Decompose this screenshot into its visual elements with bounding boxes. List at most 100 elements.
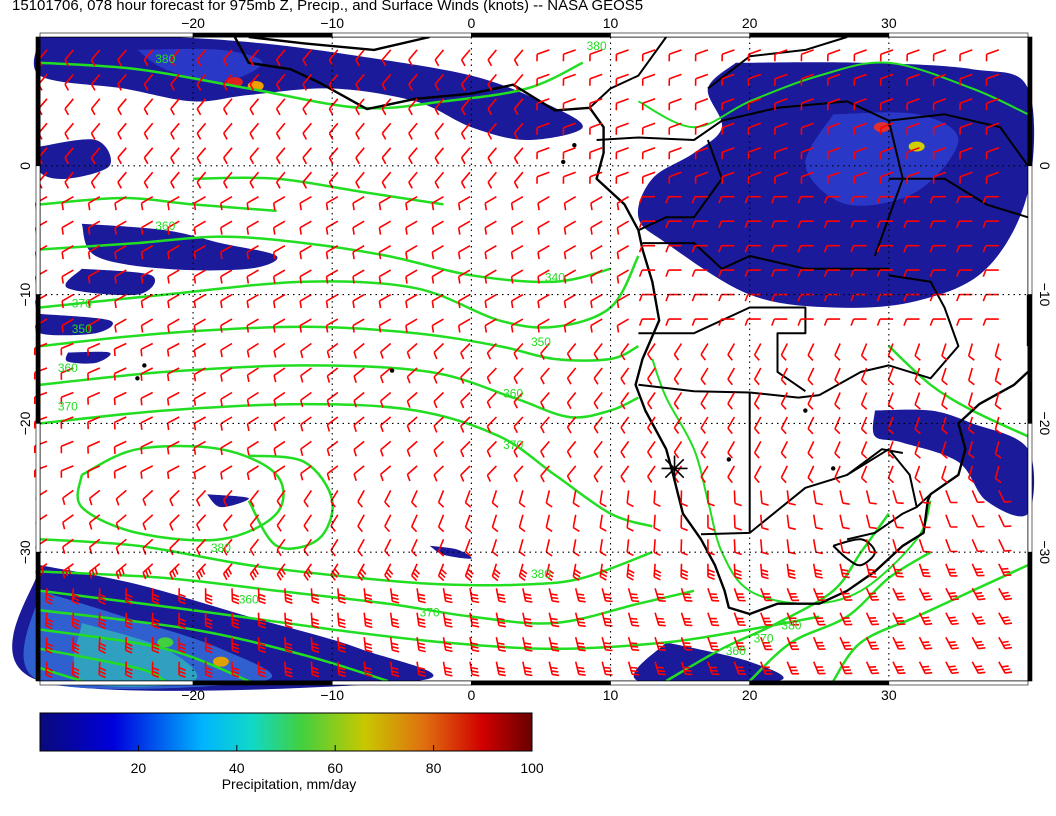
contour-line: [247, 454, 334, 550]
wind-barb: [599, 539, 607, 557]
wind-barb: [114, 269, 127, 284]
wind-barb: [487, 98, 498, 116]
wind-barb: [140, 245, 154, 260]
wind-barb: [337, 661, 346, 678]
wind-barb: [487, 49, 498, 67]
wind-barb: [195, 514, 207, 532]
wind-barb: [827, 73, 841, 86]
wind-barb: [727, 416, 736, 435]
wind-barb: [460, 416, 471, 433]
wind-barb: [823, 318, 841, 326]
wind-barb: [601, 636, 613, 652]
precip-maximum: [908, 141, 925, 152]
wind-barb: [733, 588, 746, 602]
wind-barb: [363, 637, 373, 653]
wind-barb: [647, 465, 656, 483]
wind-barb: [513, 171, 524, 189]
wind-barb: [707, 612, 720, 627]
wind-barb: [513, 367, 524, 385]
wind-barb: [433, 391, 445, 409]
wind-barb: [540, 391, 550, 409]
wind-barb: [222, 489, 233, 507]
wind-barb: [276, 563, 286, 581]
island: [142, 363, 147, 368]
wind-barb: [665, 220, 682, 228]
wind-barb: [744, 244, 761, 253]
frame-segment: [331, 680, 472, 686]
wind-barb: [668, 49, 682, 62]
wind-barb: [410, 563, 421, 582]
wind-barb: [363, 661, 373, 678]
frame-segment: [471, 32, 611, 38]
lat-tick-label-right: −10: [1037, 283, 1053, 307]
wind-barb: [143, 49, 154, 67]
wind-barb: [812, 587, 826, 602]
wind-barb: [518, 539, 526, 557]
wind-barb: [998, 563, 1012, 577]
wind-barb: [865, 490, 877, 505]
wind-barb: [694, 122, 709, 135]
wind-barb: [300, 391, 312, 408]
wind-barb: [518, 490, 526, 508]
wind-barb: [654, 661, 666, 676]
wind-barb: [548, 612, 560, 628]
wind-barb: [87, 440, 101, 454]
wind-barb: [839, 661, 853, 675]
wind-barb: [733, 514, 742, 531]
wind-barb: [117, 49, 127, 67]
wind-barb: [616, 318, 630, 333]
map-title: 15101706, 078 hour forecast for 975mb Z,…: [12, 0, 644, 14]
wind-barb: [906, 122, 920, 135]
wind-barb: [959, 73, 973, 86]
wind-barb: [406, 440, 418, 457]
contour-label: 360: [503, 387, 523, 401]
wind-barb: [167, 196, 180, 211]
wind-barb: [590, 293, 603, 309]
wind-barb: [590, 220, 603, 235]
wind-barb: [87, 293, 101, 309]
wind-barb: [627, 636, 640, 652]
colorbar-label: Precipitation, mm/day: [222, 776, 357, 792]
lon-tick-label-top: −20: [181, 15, 205, 31]
wind-barb: [113, 391, 127, 406]
wind-barb: [694, 147, 709, 160]
wind-barb: [721, 98, 735, 111]
wind-barb: [812, 514, 823, 530]
wind-barb: [653, 563, 662, 581]
wind-barb: [117, 98, 127, 116]
wind-barb: [615, 73, 629, 86]
wind-barb: [464, 514, 472, 533]
wind-barb: [457, 196, 471, 211]
wind-barb: [800, 49, 814, 62]
wind-barb: [665, 195, 682, 204]
wind-barb: [850, 195, 867, 204]
wind-barb: [484, 245, 497, 260]
wind-barb: [223, 171, 233, 189]
wind-barb: [589, 49, 603, 62]
wind-barb: [545, 490, 553, 508]
wind-barb: [647, 392, 656, 410]
wind-barb: [522, 588, 533, 603]
contour-line: [637, 61, 1029, 129]
wind-barb: [276, 538, 286, 557]
wind-barb: [88, 538, 101, 555]
wind-barb: [593, 416, 603, 434]
wind-barb: [142, 514, 154, 531]
wind-barb: [513, 391, 524, 409]
wind-barb: [626, 490, 634, 508]
wind-barb: [406, 342, 418, 359]
wind-barb: [932, 147, 947, 160]
lon-tick-label-bottom: 20: [742, 687, 758, 700]
contour-line: [39, 666, 83, 683]
wind-barb: [959, 49, 973, 62]
wind-barb: [167, 293, 180, 309]
wind-barb: [98, 637, 107, 654]
wind-barb: [469, 637, 480, 653]
wind-barb: [718, 269, 735, 277]
wind-barb: [638, 293, 656, 302]
wind-barb: [384, 563, 394, 582]
wind-barb: [299, 220, 312, 235]
wind-barb: [994, 392, 1002, 410]
wind-barb: [353, 367, 365, 384]
wind-barb: [797, 244, 814, 253]
